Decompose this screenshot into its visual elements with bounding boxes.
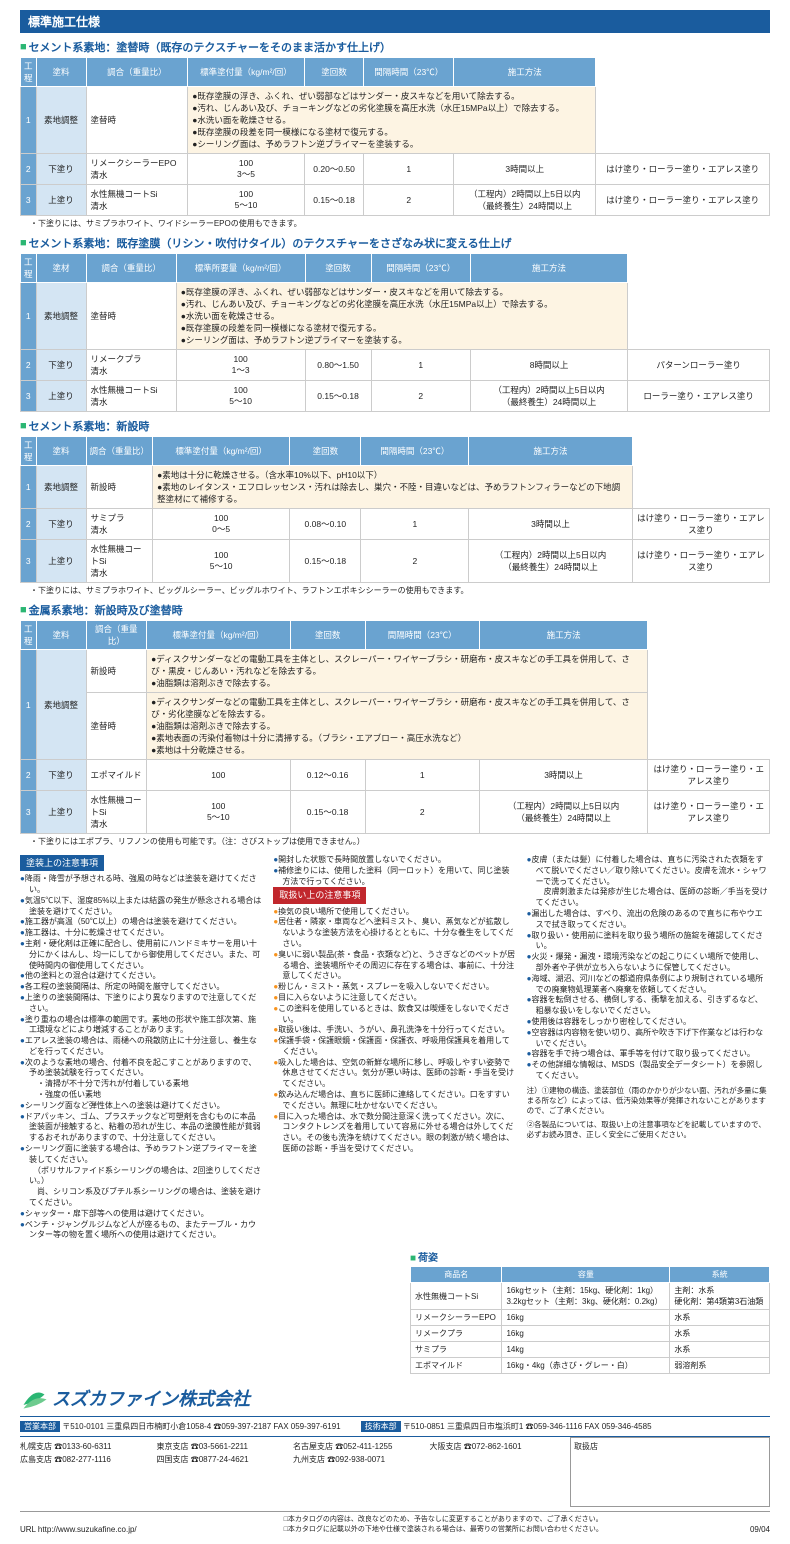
section4-title: 金属系素地：新設時及び塗替時 — [20, 602, 770, 618]
date: 09/04 — [750, 1525, 770, 1534]
section2-title: セメント系素地：既存塗膜（リシン・吹付けタイル）のテクスチャーをさざなみ状に変え… — [20, 235, 770, 251]
company-logo: スズカファイン株式会社 — [20, 1384, 250, 1412]
section4-note: ・下塗りにはエポプラ、リフノンの使用も可能です。（注：さびストップは使用できませ… — [30, 836, 770, 847]
hq-addresses: 営業本部 〒510-0101 三重県四日市楠町小倉1058-4 ☎059-397… — [20, 1416, 770, 1437]
section1-title: セメント系素地：塗替時（既存のテクスチャーをそのまま活かす仕上げ） — [20, 39, 770, 55]
branches: 札幌支店 ☎0133-60-6311東京支店 ☎03-5661-2211名古屋支… — [20, 1441, 558, 1465]
annotation-2: ②各製品については、取扱い上の注意事項などを記載していますので、必ずお読み頂き、… — [527, 1120, 770, 1140]
section1-note: ・下塗りには、サミプラホワイト、ワイドシーラーEPOの使用もできます。 — [30, 218, 770, 229]
annotation-1: 注）①建物の構造、塗装部位（雨のかかりが少ない面、汚れが多量に集まる所など）によ… — [527, 1086, 770, 1116]
leftbox-title: 塗装上の注意事項 — [20, 855, 104, 871]
leaf-icon — [20, 1384, 48, 1412]
footer-notes: □本カタログの内容は、改良などのため、予告なしに変更することがありますので、ご了… — [284, 1514, 603, 1534]
section3-title: セメント系素地：新設時 — [20, 418, 770, 434]
section2-table: 工程塗材調合（重量比）標準所要量（kg/m²/回）塗回数間隔時間（23℃）施工方… — [20, 253, 770, 412]
company-name: スズカファイン株式会社 — [52, 1385, 250, 1411]
pack-section: 荷姿 商品名容量系統 水性無機コートSi16kgセット（主剤：15kg、硬化剤：… — [410, 1249, 770, 1374]
pack-table: 商品名容量系統 水性無機コートSi16kgセット（主剤：15kg、硬化剤：1kg… — [410, 1266, 770, 1374]
company-block: スズカファイン株式会社 — [20, 1384, 770, 1412]
notes-columns: 塗装上の注意事項 ●降雨・降雪が予想される時、強風の時などは塗装を避けてください… — [20, 855, 770, 1241]
section1-table: 工程塗料調合（重量比）標準塗付量（kg/m²/回）塗回数間隔時間（23℃）施工方… — [20, 57, 770, 216]
url: URL http://www.suzukafine.co.jp/ — [20, 1525, 137, 1534]
section3-note: ・下塗りには、サミプラホワイト、ビッグルシーラー、ビッグルホワイト、ラフトンエポ… — [30, 585, 770, 596]
pack-title: 荷姿 — [410, 1249, 770, 1264]
dealer-box: 取扱店 — [570, 1437, 770, 1507]
section3-table: 工程塗料調合（重量比）標準塗付量（kg/m²/回）塗回数間隔時間（23℃）施工方… — [20, 436, 770, 583]
midbox-title: 取扱い上の注意事項 — [273, 887, 366, 903]
main-title: 標準施工仕様 — [20, 10, 770, 33]
section4-table: 工程塗料調合（重量比）標準塗付量（kg/m²/回）塗回数間隔時間（23℃）施工方… — [20, 620, 770, 834]
